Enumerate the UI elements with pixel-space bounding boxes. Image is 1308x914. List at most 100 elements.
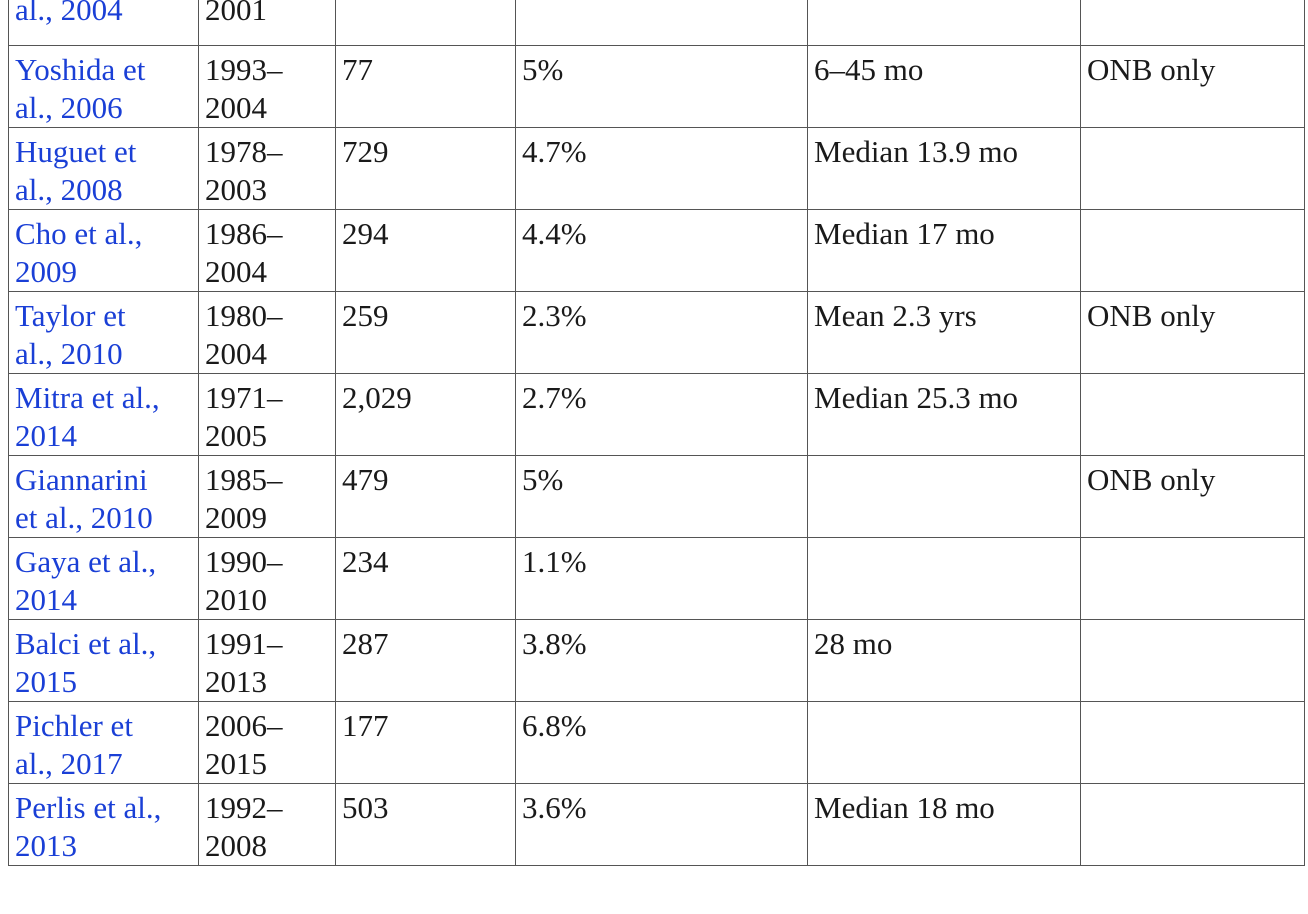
study-link-cell[interactable]: Cho et al., 2009 <box>8 209 199 292</box>
count-cell: 503 <box>335 783 516 866</box>
time-cell: 28 mo <box>807 619 1081 702</box>
time-cell <box>807 0 1081 46</box>
period-cell-line: 1971– <box>205 380 283 415</box>
count-cell-text: 77 <box>342 52 373 87</box>
study-link-cell[interactable]: Taylor et al., 2010 <box>8 291 199 374</box>
rate-cell: 3.8% <box>515 619 808 702</box>
count-cell: 2,029 <box>335 373 516 456</box>
table-row: Gaya et al., 2014 1990– 2010 234 1.1% <box>8 537 1305 620</box>
study-link-cell-line[interactable]: 2009 <box>15 254 77 289</box>
time-cell: Mean 2.3 yrs <box>807 291 1081 374</box>
rate-cell-text: 4.4% <box>522 216 587 251</box>
study-link-cell[interactable]: Balci et al., 2015 <box>8 619 199 702</box>
table-body: al., 2004 2001 Yoshida et al., 2006 1993– 200… <box>8 0 1305 866</box>
period-cell-line: 2004 <box>205 336 267 371</box>
rate-cell: 5% <box>515 455 808 538</box>
note-cell <box>1080 537 1305 620</box>
table-row: Huguet et al., 2008 1978– 2003 729 4.7% Median… <box>8 127 1305 210</box>
time-cell-text: Median 25.3 mo <box>814 380 1019 415</box>
study-link-cell-line[interactable]: Mitra et al., <box>15 380 160 415</box>
time-cell <box>807 455 1081 538</box>
period-cell-line: 2004 <box>205 90 267 125</box>
count-cell: 287 <box>335 619 516 702</box>
time-cell-text: 28 mo <box>814 626 893 661</box>
study-link-cell-line[interactable]: Pichler et <box>15 708 133 743</box>
study-link-cell[interactable]: Giannarini et al., 2010 <box>8 455 199 538</box>
rate-cell-text: 3.6% <box>522 790 587 825</box>
study-link-cell-line[interactable]: et al., 2010 <box>15 500 153 535</box>
study-link-cell-line[interactable]: Perlis et al., <box>15 790 162 825</box>
table-row: Yoshida et al., 2006 1993– 2004 77 5% 6–45 mo O… <box>8 45 1305 128</box>
study-link-cell[interactable]: Perlis et al., 2013 <box>8 783 199 866</box>
study-link-cell-line[interactable]: 2014 <box>15 418 77 453</box>
count-cell-text: 503 <box>342 790 389 825</box>
rate-cell: 6.8% <box>515 701 808 784</box>
study-link-cell-line[interactable]: Balci et al., <box>15 626 157 661</box>
time-cell: 6–45 mo <box>807 45 1081 128</box>
table-container: al., 2004 2001 Yoshida et al., 2006 1993– 200… <box>8 0 1305 866</box>
note-cell <box>1080 373 1305 456</box>
note-cell: ONB only <box>1080 45 1305 128</box>
count-cell-text: 2,029 <box>342 380 412 415</box>
period-cell-line: 2009 <box>205 500 267 535</box>
study-link-cell-line[interactable]: 2015 <box>15 664 77 699</box>
study-link-cell[interactable]: Huguet et al., 2008 <box>8 127 199 210</box>
study-link-cell-line[interactable]: Taylor et <box>15 298 126 333</box>
study-link-cell-line[interactable]: Cho et al., <box>15 216 143 251</box>
count-cell: 259 <box>335 291 516 374</box>
study-link-cell-line[interactable]: 2013 <box>15 828 77 863</box>
note-cell <box>1080 783 1305 866</box>
table-row: Perlis et al., 2013 1992– 2008 503 3.6% Median… <box>8 783 1305 866</box>
period-cell-line: 1992– <box>205 790 283 825</box>
rate-cell: 4.4% <box>515 209 808 292</box>
rate-cell <box>515 0 808 46</box>
study-link-cell-line[interactable]: al., 2010 <box>15 336 123 371</box>
count-cell: 177 <box>335 701 516 784</box>
rate-cell-text: 3.8% <box>522 626 587 661</box>
period-cell: 1992– 2008 <box>198 783 336 866</box>
count-cell: 479 <box>335 455 516 538</box>
study-link-cell-line[interactable]: al., 2008 <box>15 172 123 207</box>
period-cell-line: 2003 <box>205 172 267 207</box>
period-cell-line: 1978– <box>205 134 283 169</box>
note-cell: ONB only <box>1080 291 1305 374</box>
count-cell-text: 294 <box>342 216 389 251</box>
study-link-cell-line[interactable]: Huguet et <box>15 134 137 169</box>
period-cell-line: 2004 <box>205 254 267 289</box>
table-row: Taylor et al., 2010 1980– 2004 259 2.3% Mean 2… <box>8 291 1305 374</box>
note-cell <box>1080 619 1305 702</box>
study-link-cell[interactable]: Gaya et al., 2014 <box>8 537 199 620</box>
time-cell-text: Mean 2.3 yrs <box>814 298 977 333</box>
study-link-cell-line[interactable]: al., 2017 <box>15 746 123 781</box>
time-cell: Median 25.3 mo <box>807 373 1081 456</box>
study-link-cell-line[interactable]: Yoshida et <box>15 52 146 87</box>
time-cell-text: Median 13.9 mo <box>814 134 1019 169</box>
study-link-cell-line[interactable]: Gaya et al., <box>15 544 157 579</box>
study-link-cell-line[interactable]: 2014 <box>15 582 77 617</box>
study-link-cell-line[interactable]: al., 2006 <box>15 90 123 125</box>
note-cell-text: ONB only <box>1087 462 1216 497</box>
study-link-cell[interactable]: Pichler et al., 2017 <box>8 701 199 784</box>
period-cell-line: 2001 <box>205 0 267 27</box>
period-cell: 1991– 2013 <box>198 619 336 702</box>
rate-cell: 3.6% <box>515 783 808 866</box>
note-cell <box>1080 127 1305 210</box>
study-link-cell[interactable]: al., 2004 <box>8 0 199 46</box>
time-cell: Median 17 mo <box>807 209 1081 292</box>
time-cell-text: Median 18 mo <box>814 790 995 825</box>
period-cell: 1980– 2004 <box>198 291 336 374</box>
period-cell-line: 1993– <box>205 52 283 87</box>
study-link-cell-line[interactable]: al., 2004 <box>15 0 123 27</box>
count-cell-text: 259 <box>342 298 389 333</box>
table-row: Pichler et al., 2017 2006– 2015 177 6.8% <box>8 701 1305 784</box>
period-cell-line: 2005 <box>205 418 267 453</box>
count-cell-text: 287 <box>342 626 389 661</box>
count-cell-text: 729 <box>342 134 389 169</box>
period-cell-line: 2006– <box>205 708 283 743</box>
table-row: Giannarini et al., 2010 1985– 2009 479 5% ONB … <box>8 455 1305 538</box>
period-cell: 1990– 2010 <box>198 537 336 620</box>
study-link-cell-line[interactable]: Giannarini <box>15 462 148 497</box>
study-link-cell[interactable]: Yoshida et al., 2006 <box>8 45 199 128</box>
note-cell-text: ONB only <box>1087 52 1216 87</box>
study-link-cell[interactable]: Mitra et al., 2014 <box>8 373 199 456</box>
